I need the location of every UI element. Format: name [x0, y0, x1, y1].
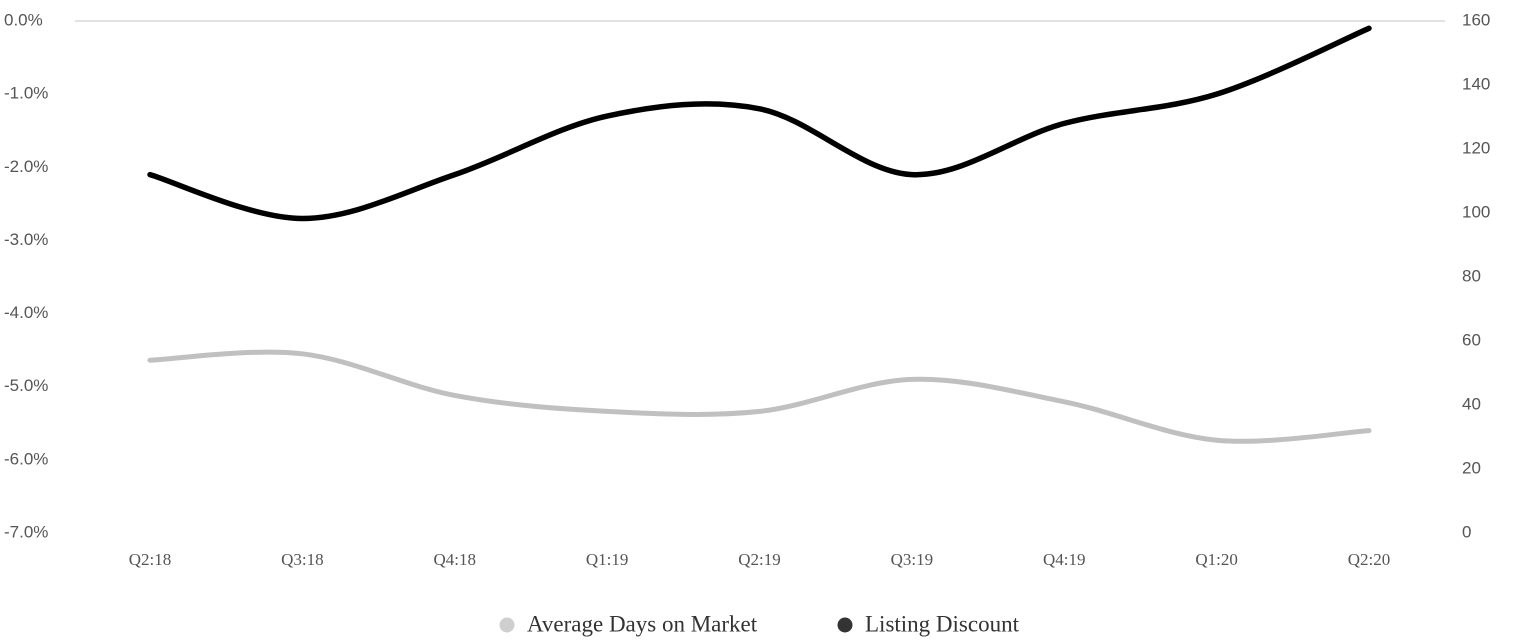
y2-tick-label: 40: [1462, 394, 1481, 413]
y-tick-label: -1.0%: [4, 84, 48, 103]
x-tick-label: Q1:19: [586, 550, 629, 569]
y-tick-label: 0.0%: [4, 10, 43, 29]
y-tick-label: -3.0%: [4, 230, 48, 249]
x-tick-label: Q3:18: [281, 550, 324, 569]
x-tick-label: Q3:19: [891, 550, 934, 569]
y-tick-label: -7.0%: [4, 522, 48, 541]
x-tick-label: Q4:18: [434, 550, 477, 569]
y2-tick-label: 80: [1462, 266, 1481, 285]
legend-marker: [499, 617, 515, 633]
y2-tick-label: 100: [1462, 202, 1490, 221]
x-tick-label: Q2:19: [738, 550, 781, 569]
y2-tick-label: 20: [1462, 458, 1481, 477]
y-tick-label: -6.0%: [4, 449, 48, 468]
y-tick-label: -5.0%: [4, 376, 48, 395]
x-tick-label: Q2:18: [129, 550, 172, 569]
x-tick-label: Q4:19: [1043, 550, 1086, 569]
y2-tick-label: 140: [1462, 74, 1490, 93]
legend-marker: [837, 617, 853, 633]
y2-tick-label: 0: [1462, 522, 1471, 541]
y-tick-label: -4.0%: [4, 303, 48, 322]
series-line: [147, 349, 1372, 444]
x-tick-label: Q2:20: [1348, 550, 1391, 569]
y2-tick-label: 60: [1462, 330, 1481, 349]
x-tick-label: Q1:20: [1195, 550, 1238, 569]
y2-tick-label: 120: [1462, 138, 1490, 157]
legend-label: Listing Discount: [865, 611, 1020, 636]
series-line: [147, 25, 1372, 222]
y2-tick-label: 160: [1462, 10, 1490, 29]
y-tick-label: -2.0%: [4, 157, 48, 176]
legend-label: Average Days on Market: [527, 611, 758, 636]
